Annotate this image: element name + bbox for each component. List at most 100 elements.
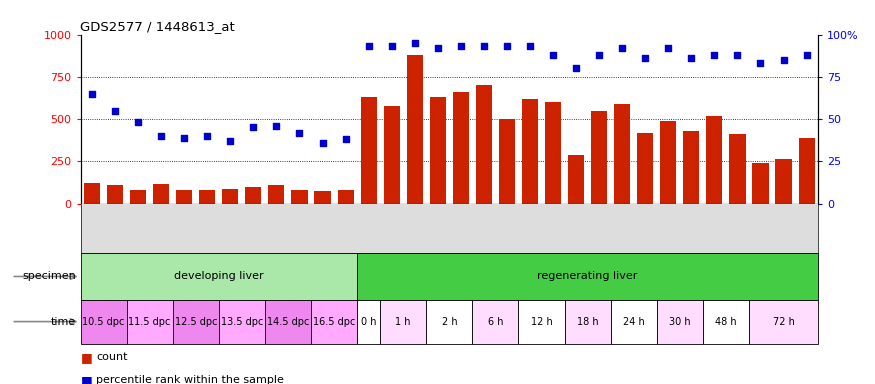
Bar xyxy=(245,187,262,204)
Text: 12.5 dpc: 12.5 dpc xyxy=(174,316,217,327)
Point xyxy=(662,45,676,51)
Point xyxy=(707,52,721,58)
Text: 1 h: 1 h xyxy=(396,316,411,327)
Bar xyxy=(291,190,307,204)
Bar xyxy=(407,55,423,204)
Bar xyxy=(499,119,515,204)
Bar xyxy=(476,85,492,204)
Point xyxy=(247,124,261,131)
Text: developing liver: developing liver xyxy=(174,271,263,281)
Point xyxy=(361,43,375,50)
Bar xyxy=(637,132,654,204)
Text: 12 h: 12 h xyxy=(530,316,552,327)
Bar xyxy=(338,190,354,204)
Point xyxy=(108,108,123,114)
Point xyxy=(454,43,468,50)
Bar xyxy=(683,131,699,204)
Bar xyxy=(200,190,215,204)
Bar xyxy=(611,300,657,344)
Point xyxy=(753,60,767,66)
Bar xyxy=(522,99,538,204)
Text: ■: ■ xyxy=(80,374,92,384)
Bar xyxy=(426,300,473,344)
Point xyxy=(800,52,814,58)
Text: regenerating liver: regenerating liver xyxy=(537,271,638,281)
Text: time: time xyxy=(51,316,76,327)
Point xyxy=(430,45,444,51)
Point xyxy=(523,43,537,50)
Bar xyxy=(452,92,469,204)
Point xyxy=(385,43,399,50)
Text: 10.5 dpc: 10.5 dpc xyxy=(82,316,125,327)
Text: 30 h: 30 h xyxy=(669,316,690,327)
Point xyxy=(731,52,745,58)
Bar xyxy=(265,300,311,344)
Point xyxy=(339,136,353,142)
Bar xyxy=(592,111,607,204)
Bar xyxy=(383,106,400,204)
Bar xyxy=(84,183,100,204)
Point xyxy=(131,119,145,126)
Bar xyxy=(749,300,818,344)
Bar xyxy=(176,190,192,204)
Bar xyxy=(564,300,611,344)
Point xyxy=(776,57,790,63)
Point xyxy=(477,43,491,50)
Point xyxy=(85,91,99,97)
Point xyxy=(270,123,284,129)
Point xyxy=(408,40,422,46)
Point xyxy=(569,65,583,71)
Bar xyxy=(657,300,703,344)
Bar xyxy=(545,102,561,204)
Point xyxy=(592,52,606,58)
Text: 11.5 dpc: 11.5 dpc xyxy=(129,316,171,327)
Bar xyxy=(752,163,768,204)
Point xyxy=(615,45,629,51)
Bar xyxy=(269,185,284,204)
Bar xyxy=(799,137,815,204)
Point xyxy=(178,134,192,141)
Bar xyxy=(127,300,172,344)
Point xyxy=(500,43,514,50)
Text: 14.5 dpc: 14.5 dpc xyxy=(267,316,309,327)
Text: 0 h: 0 h xyxy=(360,316,376,327)
Bar xyxy=(153,184,169,204)
Bar xyxy=(703,300,749,344)
Point xyxy=(684,55,698,61)
Bar xyxy=(130,190,146,204)
Bar xyxy=(519,300,564,344)
Bar xyxy=(430,97,446,204)
Bar xyxy=(222,189,238,204)
Bar xyxy=(357,253,818,300)
Bar xyxy=(172,300,219,344)
Point xyxy=(316,140,330,146)
Text: ■: ■ xyxy=(80,351,92,364)
Bar xyxy=(219,300,265,344)
Bar xyxy=(706,116,723,204)
Text: percentile rank within the sample: percentile rank within the sample xyxy=(96,375,284,384)
Bar xyxy=(314,191,331,204)
Text: 24 h: 24 h xyxy=(623,316,645,327)
Text: 18 h: 18 h xyxy=(577,316,598,327)
Bar xyxy=(360,97,377,204)
Bar xyxy=(775,159,792,204)
Text: 6 h: 6 h xyxy=(487,316,503,327)
Bar xyxy=(311,300,357,344)
Bar xyxy=(357,300,380,344)
Text: specimen: specimen xyxy=(23,271,76,281)
Point xyxy=(546,52,560,58)
Bar xyxy=(614,104,630,204)
Point xyxy=(200,133,214,139)
Point xyxy=(292,129,306,136)
Text: 2 h: 2 h xyxy=(442,316,457,327)
Point xyxy=(638,55,652,61)
Text: 72 h: 72 h xyxy=(773,316,794,327)
Bar xyxy=(661,121,676,204)
Bar xyxy=(80,253,357,300)
Bar xyxy=(107,185,123,204)
Bar xyxy=(380,300,426,344)
Bar xyxy=(473,300,519,344)
Point xyxy=(154,133,168,139)
Text: count: count xyxy=(96,352,128,362)
Text: 13.5 dpc: 13.5 dpc xyxy=(220,316,263,327)
